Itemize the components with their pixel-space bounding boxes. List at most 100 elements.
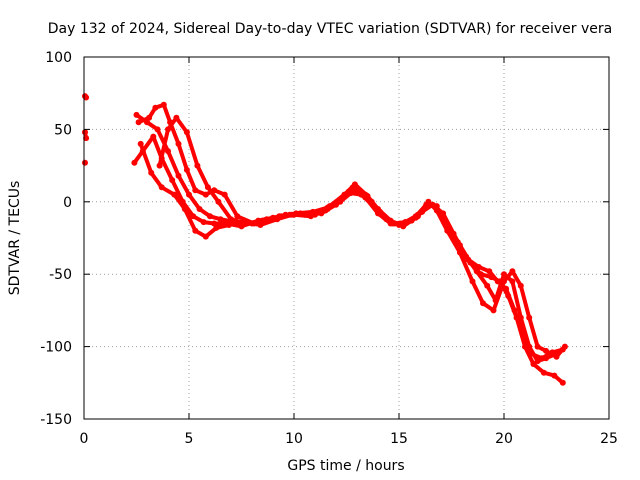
plot-frame xyxy=(83,56,610,420)
series-pass-b xyxy=(82,129,90,142)
data-point xyxy=(165,148,171,155)
data-point xyxy=(276,213,283,220)
data-point xyxy=(135,119,142,126)
data-point xyxy=(469,278,476,285)
data-point xyxy=(194,162,201,169)
data-point xyxy=(444,227,451,234)
data-point xyxy=(225,222,232,228)
y-tick-label: 0 xyxy=(63,195,72,211)
data-point xyxy=(543,347,549,354)
data-point xyxy=(171,191,178,198)
data-point xyxy=(486,268,493,275)
data-point xyxy=(152,104,159,111)
series-line xyxy=(136,102,567,359)
data-point xyxy=(463,253,470,260)
x-tick-label: 5 xyxy=(185,431,194,447)
data-point xyxy=(553,350,560,357)
data-point xyxy=(324,204,331,211)
data-point xyxy=(534,358,541,365)
data-point xyxy=(165,126,171,133)
x-tick-label: 10 xyxy=(285,431,303,447)
data-point xyxy=(450,230,457,237)
y-tick-label: -50 xyxy=(49,267,72,283)
y-axis-ticks: -150 -100 -50 0 50 100 xyxy=(40,50,609,428)
data-point xyxy=(543,355,549,362)
y-tick-label: -100 xyxy=(40,340,72,356)
data-point xyxy=(484,282,491,289)
data-point xyxy=(490,307,497,314)
data-point xyxy=(309,208,316,215)
x-tick-label: 15 xyxy=(390,431,408,447)
series-pass-a xyxy=(82,93,90,101)
data-point xyxy=(183,129,190,136)
data-point xyxy=(131,159,138,166)
data-point xyxy=(517,282,524,289)
data-point xyxy=(202,233,209,240)
series-pass-5 xyxy=(156,114,440,227)
series-line xyxy=(134,112,565,361)
data-point xyxy=(196,206,203,212)
data-point xyxy=(82,159,88,166)
data-point xyxy=(509,268,516,275)
data-point xyxy=(228,216,234,223)
data-point xyxy=(175,140,182,147)
data-point xyxy=(362,194,369,201)
data-point xyxy=(540,369,547,376)
data-point xyxy=(148,169,155,176)
data-point xyxy=(192,187,199,194)
data-point xyxy=(133,111,140,118)
data-point xyxy=(400,220,407,227)
data-point xyxy=(186,191,192,198)
data-point xyxy=(137,140,144,147)
data-point xyxy=(150,133,157,140)
data-point xyxy=(192,227,199,234)
series-pass-1 xyxy=(131,133,566,386)
data-point xyxy=(207,213,213,220)
y-tick-label: 50 xyxy=(54,122,72,138)
data-point xyxy=(351,185,358,192)
y-tick-label: -150 xyxy=(40,412,72,428)
data-point xyxy=(154,126,161,133)
data-point xyxy=(412,213,419,220)
data-point xyxy=(351,181,358,188)
data-point xyxy=(234,213,241,220)
data-point xyxy=(156,162,163,169)
y-tick-label: 100 xyxy=(45,50,72,66)
data-point xyxy=(293,210,300,217)
data-point xyxy=(202,191,209,198)
x-axis-ticks: 0 5 10 15 20 25 xyxy=(80,57,618,447)
data-point xyxy=(526,314,533,321)
data-point xyxy=(213,224,220,231)
data-point xyxy=(433,203,440,210)
data-point xyxy=(440,210,447,217)
data-point xyxy=(200,219,207,226)
data-point xyxy=(181,206,188,212)
data-point xyxy=(530,361,537,367)
data-point xyxy=(146,114,153,121)
x-tick-label: 20 xyxy=(495,431,513,447)
series-line xyxy=(132,134,565,385)
data-point xyxy=(242,220,249,227)
data-point xyxy=(534,343,541,350)
data-point xyxy=(158,184,165,191)
series-pass-c xyxy=(82,159,88,166)
data-point xyxy=(183,166,190,173)
data-point xyxy=(387,220,394,227)
data-point xyxy=(559,379,566,386)
data-point xyxy=(551,372,558,379)
data-point xyxy=(160,101,167,108)
data-point xyxy=(190,213,197,220)
data-point xyxy=(169,177,176,184)
series-pass-3 xyxy=(135,101,568,360)
data-point xyxy=(339,194,346,201)
data-point xyxy=(83,135,90,142)
data-point xyxy=(221,191,228,198)
data-point xyxy=(375,210,381,217)
data-point xyxy=(259,217,266,224)
data-point xyxy=(423,201,430,208)
data-point xyxy=(509,278,516,285)
chart-title: Day 132 of 2024, Sidereal Day-to-day VTE… xyxy=(48,21,612,37)
series-layer xyxy=(82,93,568,386)
data-point xyxy=(204,184,211,191)
